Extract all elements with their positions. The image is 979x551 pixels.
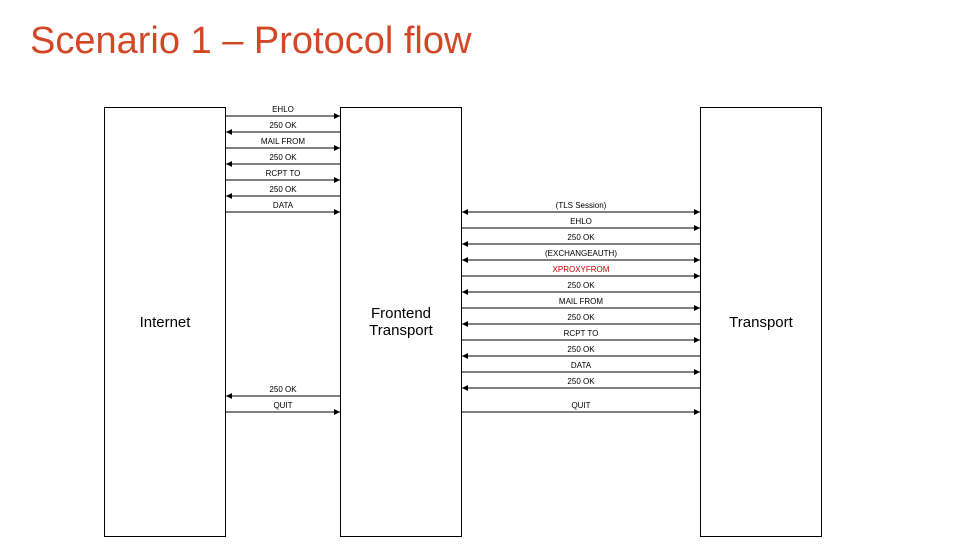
msg-right-8-rcpt-to: RCPT TO	[521, 330, 641, 338]
msg-right-6-mail-from: MAIL FROM	[521, 298, 641, 306]
node-frontend-transport: Frontend Transport	[340, 107, 462, 537]
msg-right-3-exchangeauth: (EXCHANGEAUTH)	[521, 250, 641, 258]
msg-left-7-250-ok: 250 OK	[223, 386, 343, 394]
page-title: Scenario 1 – Protocol flow	[30, 20, 471, 63]
msg-left-8-quit: QUIT	[223, 402, 343, 410]
msg-left-2-mail-from: MAIL FROM	[223, 138, 343, 146]
node-frontend-transport-label: Frontend Transport	[341, 305, 461, 339]
msg-right-1-ehlo: EHLO	[521, 218, 641, 226]
msg-right-10-data: DATA	[521, 362, 641, 370]
msg-left-1-250-ok: 250 OK	[223, 122, 343, 130]
msg-right-5-250-ok: 250 OK	[521, 282, 641, 290]
msg-right-12-quit: QUIT	[521, 402, 641, 410]
node-internet: Internet	[104, 107, 226, 537]
msg-left-5-250-ok: 250 OK	[223, 186, 343, 194]
msg-left-3-250-ok: 250 OK	[223, 154, 343, 162]
node-transport: Transport	[700, 107, 822, 537]
msg-right-0-tls-session: (TLS Session)	[521, 202, 641, 210]
msg-right-9-250-ok: 250 OK	[521, 346, 641, 354]
msg-right-2-250-ok: 250 OK	[521, 234, 641, 242]
msg-left-6-data: DATA	[223, 202, 343, 210]
msg-left-0-ehlo: EHLO	[223, 106, 343, 114]
msg-right-4-xproxyfrom: XPROXYFROM	[521, 266, 641, 274]
node-internet-label: Internet	[140, 314, 191, 331]
msg-right-11-250-ok: 250 OK	[521, 378, 641, 386]
node-transport-label: Transport	[729, 314, 793, 331]
msg-left-4-rcpt-to: RCPT TO	[223, 170, 343, 178]
msg-right-7-250-ok: 250 OK	[521, 314, 641, 322]
